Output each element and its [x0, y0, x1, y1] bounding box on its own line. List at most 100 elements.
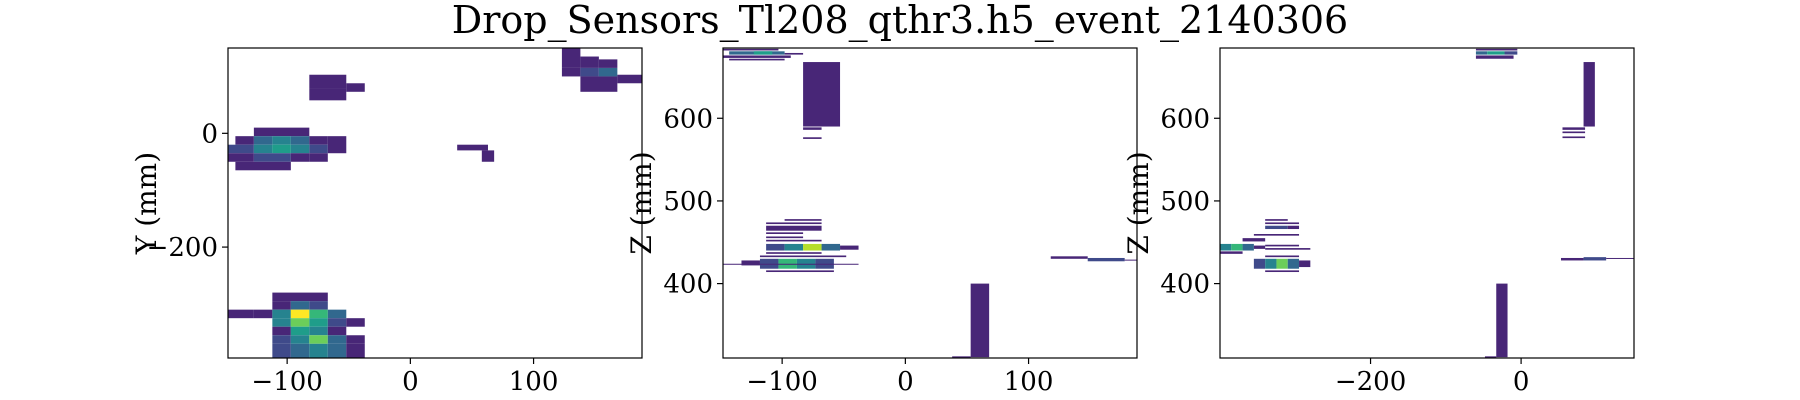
x-tick-label: 100 [509, 367, 559, 397]
heatmap-cell [309, 335, 328, 344]
heatmap-cell [1265, 248, 1311, 250]
heatmap-cell [952, 356, 971, 358]
heatmap-cell [1606, 257, 1634, 259]
heatmap-cell [766, 270, 834, 273]
heatmap-cell [309, 144, 328, 154]
heatmap-cell [1475, 51, 1488, 55]
heatmap-cell [753, 51, 773, 55]
heatmap-cell [766, 243, 785, 251]
heatmap-cell [290, 153, 310, 162]
heatmap-cell [1265, 244, 1300, 247]
heatmap-cell [235, 161, 291, 171]
heatmap-cell [272, 343, 291, 358]
heatmap-cell [253, 136, 273, 145]
heatmap-cell [803, 127, 822, 130]
heatmap-cell [821, 243, 841, 251]
heatmap-cell [803, 243, 822, 251]
heatmap-cell [327, 309, 347, 319]
heatmap-cell [1475, 48, 1518, 51]
heatmap-cell [784, 52, 804, 55]
heatmap-cell [290, 343, 310, 358]
heatmap-cell [1265, 270, 1300, 273]
heatmap-cell [598, 67, 618, 77]
heatmap-cell [290, 309, 310, 319]
x-tick-label: 0 [402, 367, 419, 397]
heatmap-cells [1220, 48, 1634, 358]
x-tick-label: −100 [746, 367, 817, 397]
heatmap-cell [1253, 258, 1266, 269]
heatmap-cell [1560, 257, 1584, 261]
heatmap-cell [784, 243, 804, 251]
heatmap-cell [290, 301, 310, 310]
heatmap-cell [970, 283, 990, 358]
heatmap-cell [723, 48, 779, 51]
heatmap-cell [598, 59, 618, 68]
heatmap-cell [1484, 356, 1497, 358]
heatmap-cell [1253, 234, 1300, 236]
heatmap-cell [580, 76, 618, 92]
heatmap-cell [228, 309, 254, 319]
x-tick-label: −200 [1335, 367, 1406, 397]
heatmap-cell [290, 144, 310, 154]
heatmap-cell [346, 318, 365, 327]
heatmap-cell [803, 62, 841, 127]
heatmap-cell [228, 153, 254, 162]
heatmap-cell [766, 236, 804, 239]
heatmap-cell [580, 56, 599, 68]
heatmap-cell [766, 239, 822, 242]
heatmap-cell [346, 343, 365, 358]
heatmap-cell [1583, 257, 1607, 261]
heatmap-cell [1562, 136, 1586, 139]
heatmap-cell [1504, 51, 1518, 55]
x-tick-label: 0 [1513, 367, 1530, 397]
y-tick-label: 400 [663, 270, 713, 300]
heatmap-cell [1253, 245, 1266, 249]
heatmap-cell [272, 309, 291, 319]
heatmap-cell [766, 222, 822, 225]
heatmap-cell [1265, 222, 1300, 225]
heatmap-cell [580, 67, 599, 77]
heatmap-cell [327, 343, 347, 358]
heatmap-cell [1242, 243, 1254, 251]
plot-frame [722, 47, 1138, 359]
heatmap-cell [346, 83, 365, 92]
heatmap-cell [309, 74, 347, 89]
heatmap-cell [1583, 62, 1595, 127]
heatmap-cell [309, 318, 328, 327]
y-tick-label: 600 [1160, 104, 1210, 134]
y-axis-label: Z (mm) [1122, 151, 1155, 254]
heatmap-cell [561, 67, 581, 77]
heatmap-cell [290, 335, 310, 344]
heatmap-cell [1265, 255, 1300, 258]
heatmap-cell [290, 136, 310, 145]
heatmap-cell [1287, 225, 1300, 230]
heatmap-cell [235, 136, 254, 145]
heatmap-cell [272, 318, 291, 327]
heatmap-cell [327, 335, 347, 344]
heatmap-cell [253, 153, 291, 162]
heatmap-cell [1242, 238, 1266, 242]
y-tick-label: 600 [663, 104, 713, 134]
y-axis-label: Z (mm) [625, 151, 658, 254]
heatmap-cell [228, 144, 254, 154]
heatmap-cell [1475, 55, 1514, 59]
heatmap-cell [1124, 259, 1137, 261]
x-tick-label: 100 [1004, 367, 1054, 397]
heatmap-cell [1562, 131, 1586, 134]
heatmap-cell [272, 144, 291, 154]
heatmap-cell [561, 48, 581, 68]
heatmap-cell [272, 326, 291, 336]
heatmap-cell [840, 245, 859, 250]
heatmap-cell [803, 137, 822, 139]
x-tick-label: −100 [251, 367, 322, 397]
heatmap-cell [253, 309, 273, 319]
heatmap-cell [309, 153, 328, 162]
heatmap-cell [766, 232, 804, 234]
heatmap-cell [457, 144, 488, 151]
figure-title: Drop_Sensors_Tl208_qthr3.h5_event_214030… [452, 0, 1348, 43]
heatmap-cell [309, 326, 328, 336]
heatmap-cell [1087, 257, 1125, 262]
heatmap-cell [766, 225, 822, 231]
heatmap-cell [1299, 260, 1311, 268]
heatmap-cell [290, 318, 310, 327]
